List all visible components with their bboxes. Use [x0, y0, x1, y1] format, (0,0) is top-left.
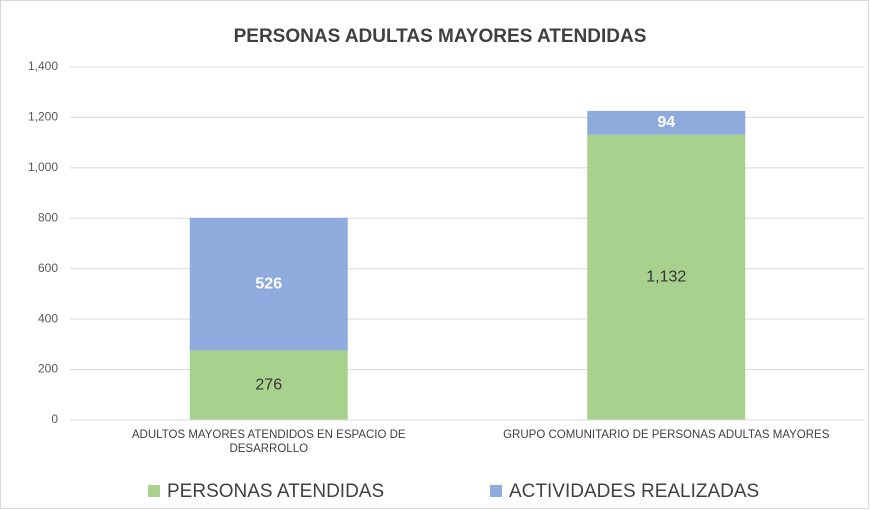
bar-segment — [587, 134, 746, 420]
y-tick-label: 1,000 — [28, 160, 58, 174]
data-label: 526 — [255, 275, 282, 292]
y-tick-label: 800 — [38, 210, 58, 224]
y-tick-label: 400 — [38, 311, 58, 325]
x-tick-label: GRUPO COMUNITARIO DE PERSONAS ADULTAS MA… — [503, 429, 830, 441]
legend-swatch — [490, 485, 502, 497]
legend-swatch — [148, 485, 160, 497]
y-tick-label: 600 — [38, 261, 58, 275]
data-label: 94 — [657, 114, 675, 131]
x-tick-label: ADULTOS MAYORES ATENDIDOS EN ESPACIO DE … — [131, 429, 406, 455]
bar-segment — [189, 350, 348, 420]
x-label-box: GRUPO COMUNITARIO DE PERSONAS ADULTAS MA… — [503, 429, 830, 441]
data-label: 276 — [255, 376, 282, 393]
y-tick-label: 1,200 — [28, 110, 58, 124]
legend-label: ACTIVIDADES REALIZADAS — [509, 481, 759, 502]
y-tick-label: 200 — [38, 362, 58, 376]
legend-label: PERSONAS ATENDIDAS — [167, 481, 384, 502]
x-label-box: ADULTOS MAYORES ATENDIDOS EN ESPACIO DE … — [131, 429, 406, 455]
bar-segment — [587, 110, 746, 135]
bar-segment — [189, 217, 348, 351]
chart-title: PERSONAS ADULTAS MAYORES ATENDIDAS — [234, 26, 647, 47]
y-tick-label: 0 — [51, 412, 58, 426]
data-label: 1,132 — [646, 269, 686, 286]
y-tick-label: 1,400 — [28, 59, 58, 73]
